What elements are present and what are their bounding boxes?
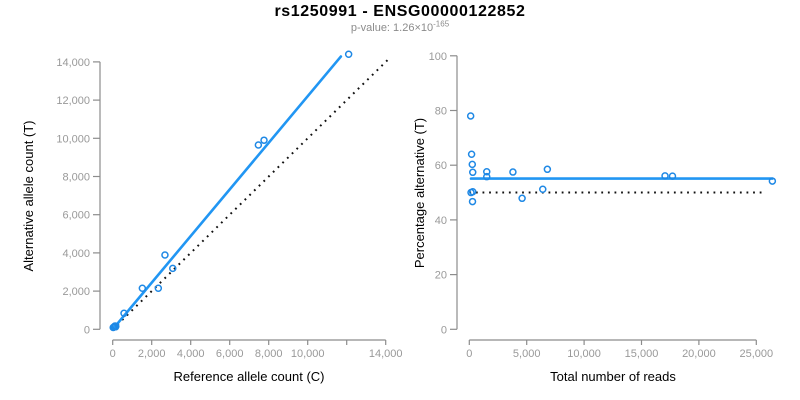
data-point — [509, 168, 517, 176]
figure-subtitle: p-value: 1.26×10-165 — [0, 19, 800, 35]
x-tick-label: 2,000 — [138, 348, 166, 360]
data-point — [169, 264, 177, 273]
y-tick-label: 100 — [429, 51, 447, 63]
pvalue-label: p-value: 1.26×10 — [350, 22, 434, 34]
data-point — [467, 150, 476, 159]
y-tick-label: 0 — [84, 324, 90, 336]
y-tick-label: 20 — [435, 270, 447, 282]
y-tick-label: 60 — [435, 160, 447, 172]
x-tick-label: 6,000 — [216, 348, 244, 360]
x-tick-label: 5,000 — [513, 348, 541, 360]
y-axis-label: Alternative allele count (T) — [21, 120, 36, 271]
data-point — [254, 141, 263, 149]
x-tick-label: 4,000 — [177, 348, 205, 360]
y-tick-label: 2,000 — [62, 286, 90, 298]
x-tick-label: 0 — [466, 348, 472, 360]
data-point — [138, 284, 147, 292]
y-tick-label: 4,000 — [62, 248, 90, 260]
data-point — [539, 185, 547, 194]
figure-header: rs1250991 - ENSG00000122852 p-value: 1.2… — [0, 3, 800, 35]
percentage-alternative-plot: 0 20 40 60 80 100 0 5,000 10,000 15,000 20,000 25,0… — [412, 51, 777, 384]
data-point — [466, 112, 475, 120]
y-tick-label: 8,000 — [62, 172, 90, 184]
data-point — [161, 251, 169, 259]
x-tick-label: 20,000 — [682, 348, 716, 360]
data-point — [468, 197, 477, 206]
data-point — [482, 168, 491, 176]
fitted-line — [111, 55, 343, 331]
y-axis-label: Percentage alternative (T) — [412, 118, 427, 268]
y-tick-label: 80 — [435, 106, 447, 118]
data-point — [543, 165, 552, 174]
x-tick-label: 14,000 — [369, 348, 403, 360]
x-axis-label: Reference allele count (C) — [173, 369, 324, 384]
y-tick-label: 6,000 — [62, 210, 90, 222]
x-tick-label: 25,000 — [739, 348, 773, 360]
y-tick-label: 14,000 — [56, 57, 90, 69]
reference-dotted-line — [112, 57, 391, 331]
figure-title: rs1250991 - ENSG00000122852 — [274, 3, 526, 20]
x-tick-label: 10,000 — [291, 348, 325, 360]
x-tick-label: 0 — [110, 348, 116, 360]
data-point — [661, 172, 669, 180]
data-point — [344, 50, 353, 59]
data-point — [120, 309, 128, 318]
y-tick-label: 40 — [435, 215, 447, 227]
data-point — [768, 177, 777, 185]
data-point — [111, 323, 120, 331]
x-tick-label: 10,000 — [567, 348, 601, 360]
allele-counts-plot: 0 2,000 4,000 6,000 8,000 10,000 12,000 14,000 0… — [21, 50, 403, 384]
data-point — [468, 168, 477, 177]
data-point — [468, 187, 477, 196]
y-tick-label: 12,000 — [56, 95, 90, 107]
x-tick-label: 15,000 — [625, 348, 659, 360]
data-point — [468, 160, 477, 169]
y-tick-label: 0 — [441, 324, 447, 336]
x-axis-label: Total number of reads — [550, 369, 676, 384]
data-point — [482, 172, 491, 181]
data-point — [154, 284, 163, 292]
y-tick-label: 10,000 — [56, 133, 90, 145]
data-point — [668, 172, 677, 180]
data-point — [518, 194, 526, 203]
pvalue-exponent: -165 — [433, 19, 450, 29]
x-tick-label: 8,000 — [255, 348, 283, 360]
data-point — [260, 136, 268, 144]
